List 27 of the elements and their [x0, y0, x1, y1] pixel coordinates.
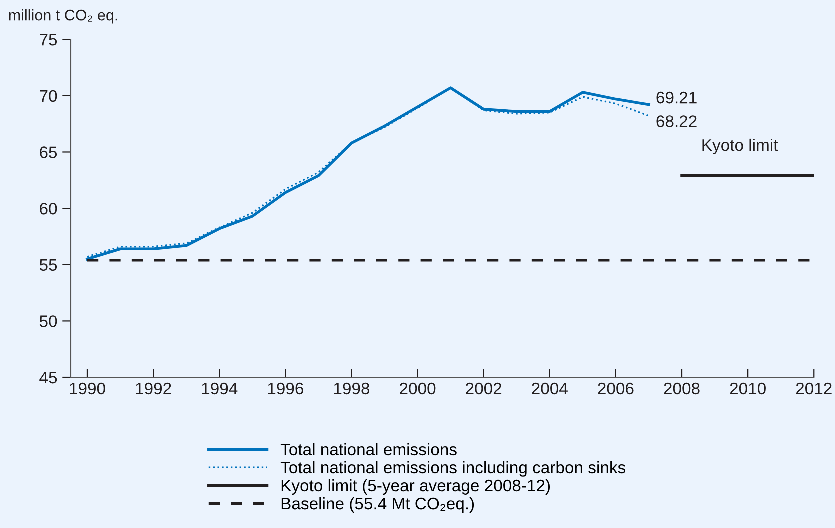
x-tick-label: 1992	[136, 382, 172, 395]
y-tick-label: 45	[40, 372, 58, 384]
x-tick-label: 2000	[400, 382, 436, 395]
y-tick-label: 70	[40, 90, 58, 102]
legend-label: Total national emissions	[280, 443, 457, 456]
x-tick-label: 1990	[70, 382, 106, 395]
annotation: Kyoto limit	[702, 138, 778, 154]
data-label: 68.22	[656, 116, 697, 128]
x-tick-label: 2004	[532, 382, 568, 395]
x-tick-label: 2006	[598, 382, 634, 395]
x-tick-label: 2002	[466, 382, 502, 395]
legend-label: Kyoto limit (5-year average 2008-12)	[282, 479, 550, 495]
y-axis-title: million t CO₂ eq.	[9, 10, 118, 24]
y-tick-label: 55	[40, 259, 58, 272]
legend-label: Total national emissions including carbon sinks	[280, 461, 626, 477]
x-tick-label: 2010	[730, 382, 766, 395]
x-tick-label: 1994	[202, 382, 238, 395]
data-label: 69.21	[656, 92, 697, 104]
y-tick-label: 65	[40, 146, 58, 158]
x-tick-label: 1998	[334, 382, 370, 395]
x-tick-label: 2012	[796, 382, 832, 395]
y-tick-label: 50	[40, 316, 58, 328]
y-tick-label: 75	[40, 34, 58, 46]
y-tick-label: 60	[40, 202, 58, 215]
legend-label: Baseline (55.4 Mt CO₂eq.)	[282, 497, 474, 513]
x-tick-label: 1996	[268, 382, 304, 395]
x-tick-label: 2008	[664, 382, 700, 395]
